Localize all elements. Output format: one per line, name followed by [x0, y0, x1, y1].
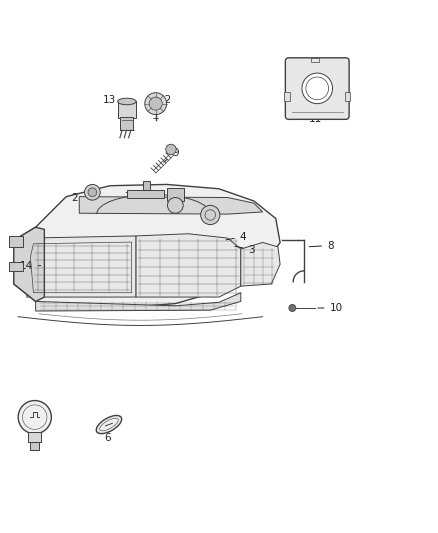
Text: 4: 4: [226, 232, 246, 242]
Circle shape: [85, 184, 100, 200]
Text: 8: 8: [309, 240, 334, 251]
Polygon shape: [241, 243, 280, 286]
Circle shape: [289, 304, 296, 311]
Text: 1: 1: [171, 201, 187, 214]
Text: 6: 6: [104, 429, 112, 442]
Circle shape: [88, 188, 97, 197]
Text: 12: 12: [159, 95, 173, 105]
Bar: [285, 92, 290, 101]
Bar: [311, 58, 318, 62]
Bar: [118, 101, 136, 118]
Text: 2: 2: [71, 193, 92, 205]
Circle shape: [167, 198, 183, 213]
Bar: [28, 432, 41, 442]
Text: 5: 5: [30, 425, 42, 438]
Ellipse shape: [96, 415, 122, 434]
Polygon shape: [14, 227, 44, 302]
Polygon shape: [79, 197, 263, 214]
Ellipse shape: [118, 98, 136, 105]
Polygon shape: [136, 234, 241, 297]
Text: 3: 3: [235, 245, 255, 255]
Bar: [166, 188, 184, 201]
Bar: [127, 190, 164, 198]
Polygon shape: [22, 236, 136, 297]
Text: 10: 10: [318, 303, 343, 313]
Polygon shape: [14, 184, 280, 310]
Ellipse shape: [100, 418, 118, 431]
Text: 14: 14: [19, 261, 41, 271]
Bar: [10, 236, 22, 247]
Bar: [143, 181, 150, 190]
Bar: [10, 262, 22, 271]
FancyBboxPatch shape: [286, 58, 349, 119]
Text: 13: 13: [102, 95, 122, 107]
Bar: [345, 92, 350, 101]
Circle shape: [302, 73, 332, 103]
Bar: [30, 442, 39, 450]
Polygon shape: [35, 293, 241, 311]
Circle shape: [201, 205, 220, 224]
Circle shape: [149, 97, 162, 110]
Circle shape: [145, 93, 166, 115]
Text: 9: 9: [163, 148, 179, 162]
Text: 11: 11: [308, 110, 321, 124]
Bar: [120, 117, 133, 130]
Circle shape: [18, 400, 51, 434]
Circle shape: [166, 144, 176, 155]
Text: 7: 7: [124, 192, 142, 202]
